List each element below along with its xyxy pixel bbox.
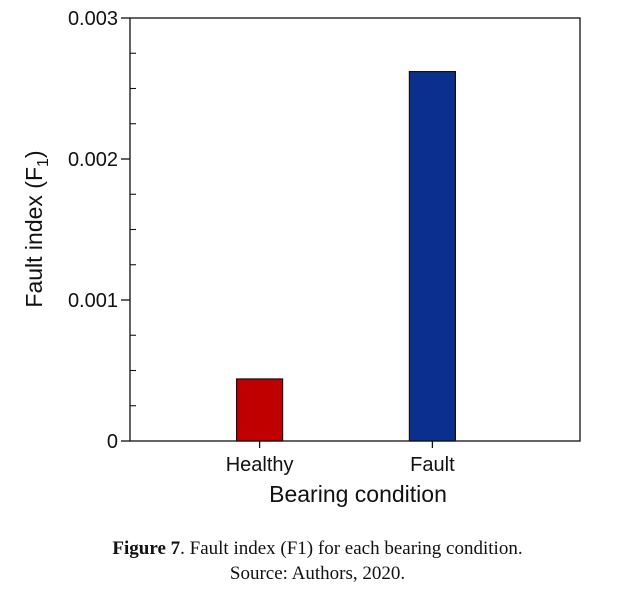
y-axis-title-suffix: ) [21, 150, 47, 158]
figure-caption-text: . Fault index (F1) for each bearing cond… [180, 538, 523, 559]
bars [236, 70, 456, 442]
y-axis-title: Fault index (F1) [21, 150, 52, 307]
x-tick-label: Healthy [226, 454, 294, 476]
bar-fault [408, 70, 456, 442]
y-axis-ticks: 0 0.001 0.002 0.003 [68, 8, 136, 453]
figure-source: Source: Authors, 2020. [229, 563, 406, 584]
plot-frame [129, 17, 581, 442]
figure-caption: Figure 7. Fault index (F1) for each bear… [0, 538, 635, 560]
x-axis-ticks: Healthy Fault [226, 441, 455, 476]
x-tick-label: Fault [410, 454, 455, 476]
bar-healthy [236, 378, 284, 442]
y-axis-title-main: Fault index (F [21, 167, 47, 308]
y-tick-label: 0.003 [68, 8, 118, 30]
bar-chart: 0 0.001 0.002 0.003 Healthy Fault Bearing co… [21, 8, 581, 507]
y-tick-label: 0.001 [68, 290, 118, 312]
y-tick-label: 0.002 [68, 149, 118, 171]
y-axis-title-subscript: 1 [35, 158, 52, 167]
figure-label: Figure 7 [112, 538, 181, 559]
y-tick-label: 0 [107, 431, 118, 453]
x-axis-title: Bearing condition [269, 481, 447, 507]
